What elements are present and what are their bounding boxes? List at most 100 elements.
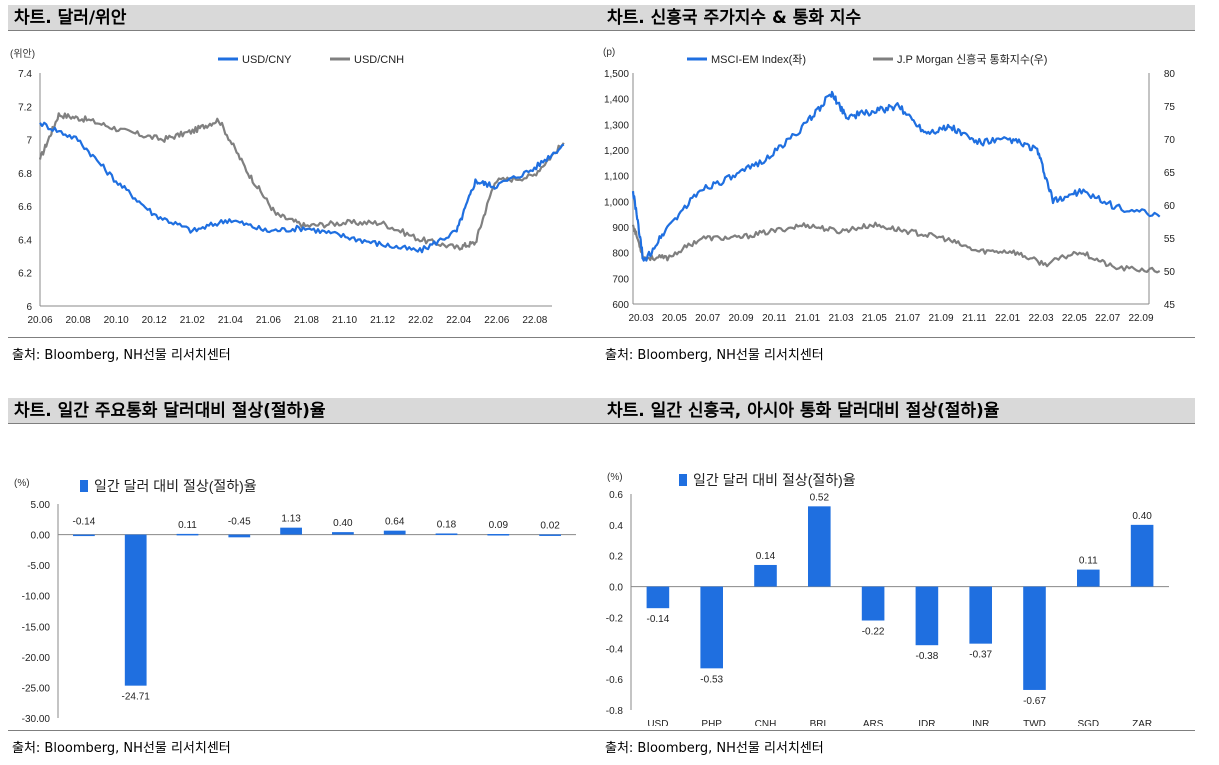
- series-line-J.P Morgan 신흥국 통화지수(우): [631, 221, 1161, 274]
- data-label: 0.64: [385, 517, 405, 528]
- data-label: -0.14: [73, 517, 96, 528]
- x-tick-label: ZAR: [1132, 719, 1152, 726]
- chart-source: 출처: Bloomberg, NH선물 리서치센터: [601, 337, 1195, 363]
- legend-label: 일간 달러 대비 절상(절하)율: [94, 478, 257, 494]
- x-tick-label: 22.08: [522, 315, 547, 326]
- y-tick-label: -0.8: [606, 706, 624, 717]
- y-axis-unit-label: (%): [14, 478, 30, 489]
- bar-ARS: [861, 586, 885, 621]
- bar-USD Index: [73, 534, 95, 537]
- x-tick-label: 20.11: [762, 313, 787, 324]
- y-tick-label-left: 1,300: [604, 120, 629, 131]
- data-label: 0.40: [1132, 511, 1152, 522]
- bar-USD Index: [646, 586, 670, 609]
- y-tick-label-left: 1,100: [604, 172, 629, 183]
- bar-INR: [969, 586, 992, 644]
- y-tick-label: 6.8: [18, 169, 32, 180]
- y-tick-label-right: 75: [1164, 102, 1176, 113]
- em-index-line-chart: (p) 600 700 800 900 1,000 1,100 1,200 1,300 1,400…: [603, 47, 1176, 324]
- y-tick-label: 7.2: [18, 102, 32, 113]
- chart-title: 차트. 일간 주요통화 달러대비 절상(절하)율: [8, 398, 602, 424]
- bar-TWD: [1023, 586, 1046, 690]
- panel-usd-cny: 차트. 달러/위안 (위안) 6 6.2 6.4 6.6 6.8 7 7.2 7.4 20.06 2…: [8, 5, 602, 363]
- legend-swatch: [679, 474, 687, 486]
- data-label: 0.40: [333, 518, 353, 529]
- x-tick-label: SGD: [1077, 719, 1099, 726]
- x-tick-label: 22.07: [1095, 313, 1120, 324]
- legend-label: USD/CNH: [354, 54, 404, 66]
- x-tick-label: 21.09: [928, 313, 953, 324]
- x-tick-label: 21.01: [795, 313, 820, 324]
- bar-CAD: [539, 534, 561, 536]
- x-tick-label: 21.12: [370, 315, 395, 326]
- x-tick-label: 21.02: [180, 315, 205, 326]
- panel-em-asia-currencies: 차트. 일간 신흥국, 아시아 통화 달러대비 절상(절하)율 (%) 일간 달러…: [601, 398, 1195, 756]
- y-tick-label-right: 60: [1164, 201, 1176, 212]
- y-tick-label: 0.2: [609, 552, 623, 563]
- series-line-USD/CNH: [38, 112, 565, 251]
- x-tick-label: 20.08: [66, 315, 91, 326]
- bar-TRY: [487, 534, 510, 536]
- data-label: 1.13: [281, 514, 301, 525]
- bar-SGD: [1077, 569, 1100, 587]
- y-tick-label-left: 600: [612, 300, 629, 311]
- x-tick-label: IDR: [918, 719, 935, 726]
- y-tick-label-right: 70: [1164, 135, 1176, 146]
- panel-em-index: 차트. 신흥국 주가지수 & 통화 지수 (p) 600 700 800 900 1,00…: [601, 5, 1195, 363]
- bar-ZAR: [1130, 524, 1154, 587]
- x-tick-label: 22.09: [1128, 313, 1153, 324]
- bar-MXN: [383, 530, 406, 535]
- x-tick-label: 22.04: [446, 315, 471, 326]
- y-tick-label: -5.00: [27, 561, 50, 572]
- bar-KRW: [124, 534, 147, 686]
- bar-BRL: [808, 506, 831, 587]
- y-tick-label: 6.4: [18, 235, 32, 246]
- x-tick-label: ARS: [863, 719, 884, 726]
- data-label: 0.11: [178, 520, 197, 531]
- data-label: 0.18: [437, 519, 457, 530]
- x-tick-label: 22.02: [408, 315, 433, 326]
- x-tick-label: 21.08: [294, 315, 319, 326]
- x-tick-label: 20.12: [142, 315, 167, 326]
- bar-GBP: [332, 532, 354, 535]
- data-label: -0.45: [228, 517, 251, 528]
- y-tick-label: -20.00: [22, 653, 51, 664]
- bar-EUR: [176, 533, 199, 536]
- data-label: -0.38: [916, 651, 939, 662]
- x-tick-label: 20.06: [27, 315, 52, 326]
- y-axis-unit-label: (%): [607, 472, 623, 483]
- data-label: 0.09: [489, 520, 509, 531]
- y-tick-label: -15.00: [22, 622, 51, 633]
- x-tick-label: 20.05: [662, 313, 687, 324]
- y-tick-label-left: 900: [612, 223, 629, 234]
- bar-PHP: [700, 586, 723, 669]
- bar-CNY: [228, 534, 251, 538]
- y-tick-label: -30.00: [22, 714, 51, 725]
- x-tick-label: 21.10: [332, 315, 357, 326]
- y-tick-label-right: 45: [1164, 300, 1176, 311]
- data-label: -0.22: [862, 627, 885, 638]
- y-tick-label: 5.00: [31, 500, 51, 511]
- x-tick-label: 22.03: [1028, 313, 1053, 324]
- legend-label: MSCI-EM Index(좌): [711, 53, 806, 66]
- legend-label: USD/CNY: [242, 54, 292, 66]
- chart-title: 차트. 달러/위안: [8, 5, 602, 31]
- y-tick-label-right: 65: [1164, 168, 1176, 179]
- y-tick-label-left: 1,500: [604, 69, 629, 80]
- x-tick-label: 20.10: [104, 315, 129, 326]
- x-tick-label: 21.06: [256, 315, 281, 326]
- x-tick-label: PHP: [701, 719, 722, 726]
- x-tick-label: USD: [647, 719, 668, 726]
- data-label: -24.71: [122, 692, 151, 703]
- y-axis-unit-label: (p): [603, 47, 615, 58]
- y-tick-label: -25.00: [22, 683, 51, 694]
- series-line-MSCI-EM Index(좌): [631, 90, 1161, 262]
- bar-CNH: [754, 564, 777, 587]
- y-tick-label: -0.6: [606, 675, 624, 686]
- x-tick-label: 20.07: [695, 313, 720, 324]
- y-tick-label: -0.4: [606, 644, 624, 655]
- x-tick-label: 20.03: [628, 313, 653, 324]
- x-tick-label: 21.05: [862, 313, 887, 324]
- em-asia-currency-bar-chart: (%) 일간 달러 대비 절상(절하)율 -0.8 -0.6 -0.4 -0.2 0.0 0.…: [606, 472, 1169, 726]
- chart-source: 출처: Bloomberg, NH선물 리서치센터: [601, 730, 1195, 756]
